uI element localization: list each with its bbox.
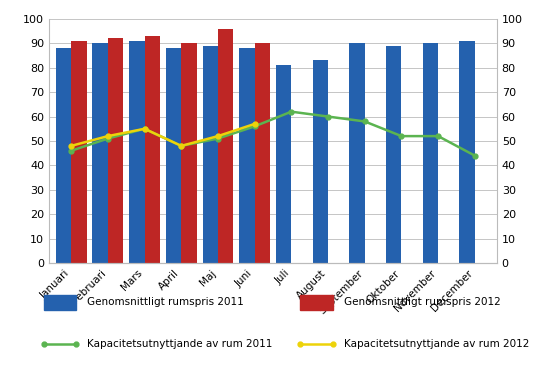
Bar [459, 41, 475, 263]
Text: Genomsnittligt rumspris 2012: Genomsnittligt rumspris 2012 [344, 297, 501, 307]
Bar [254, 43, 270, 263]
Text: Kapacitetsutnyttjande av rum 2012: Kapacitetsutnyttjande av rum 2012 [344, 340, 530, 349]
Bar [71, 41, 87, 263]
Bar [349, 43, 365, 263]
Bar [313, 61, 328, 263]
Bar [56, 48, 71, 263]
FancyBboxPatch shape [44, 295, 76, 310]
Bar [386, 46, 401, 263]
Bar [239, 48, 254, 263]
Text: Genomsnittligt rumspris 2011: Genomsnittligt rumspris 2011 [87, 297, 244, 307]
Bar [145, 36, 160, 263]
Bar [108, 38, 123, 263]
Bar [92, 43, 108, 263]
Bar [218, 29, 233, 263]
FancyBboxPatch shape [300, 295, 333, 310]
Bar [423, 43, 438, 263]
Bar [129, 41, 145, 263]
Bar [181, 43, 197, 263]
Bar [166, 48, 181, 263]
Bar [203, 46, 218, 263]
Text: Kapacitetsutnyttjande av rum 2011: Kapacitetsutnyttjande av rum 2011 [87, 340, 273, 349]
Bar [276, 65, 292, 263]
